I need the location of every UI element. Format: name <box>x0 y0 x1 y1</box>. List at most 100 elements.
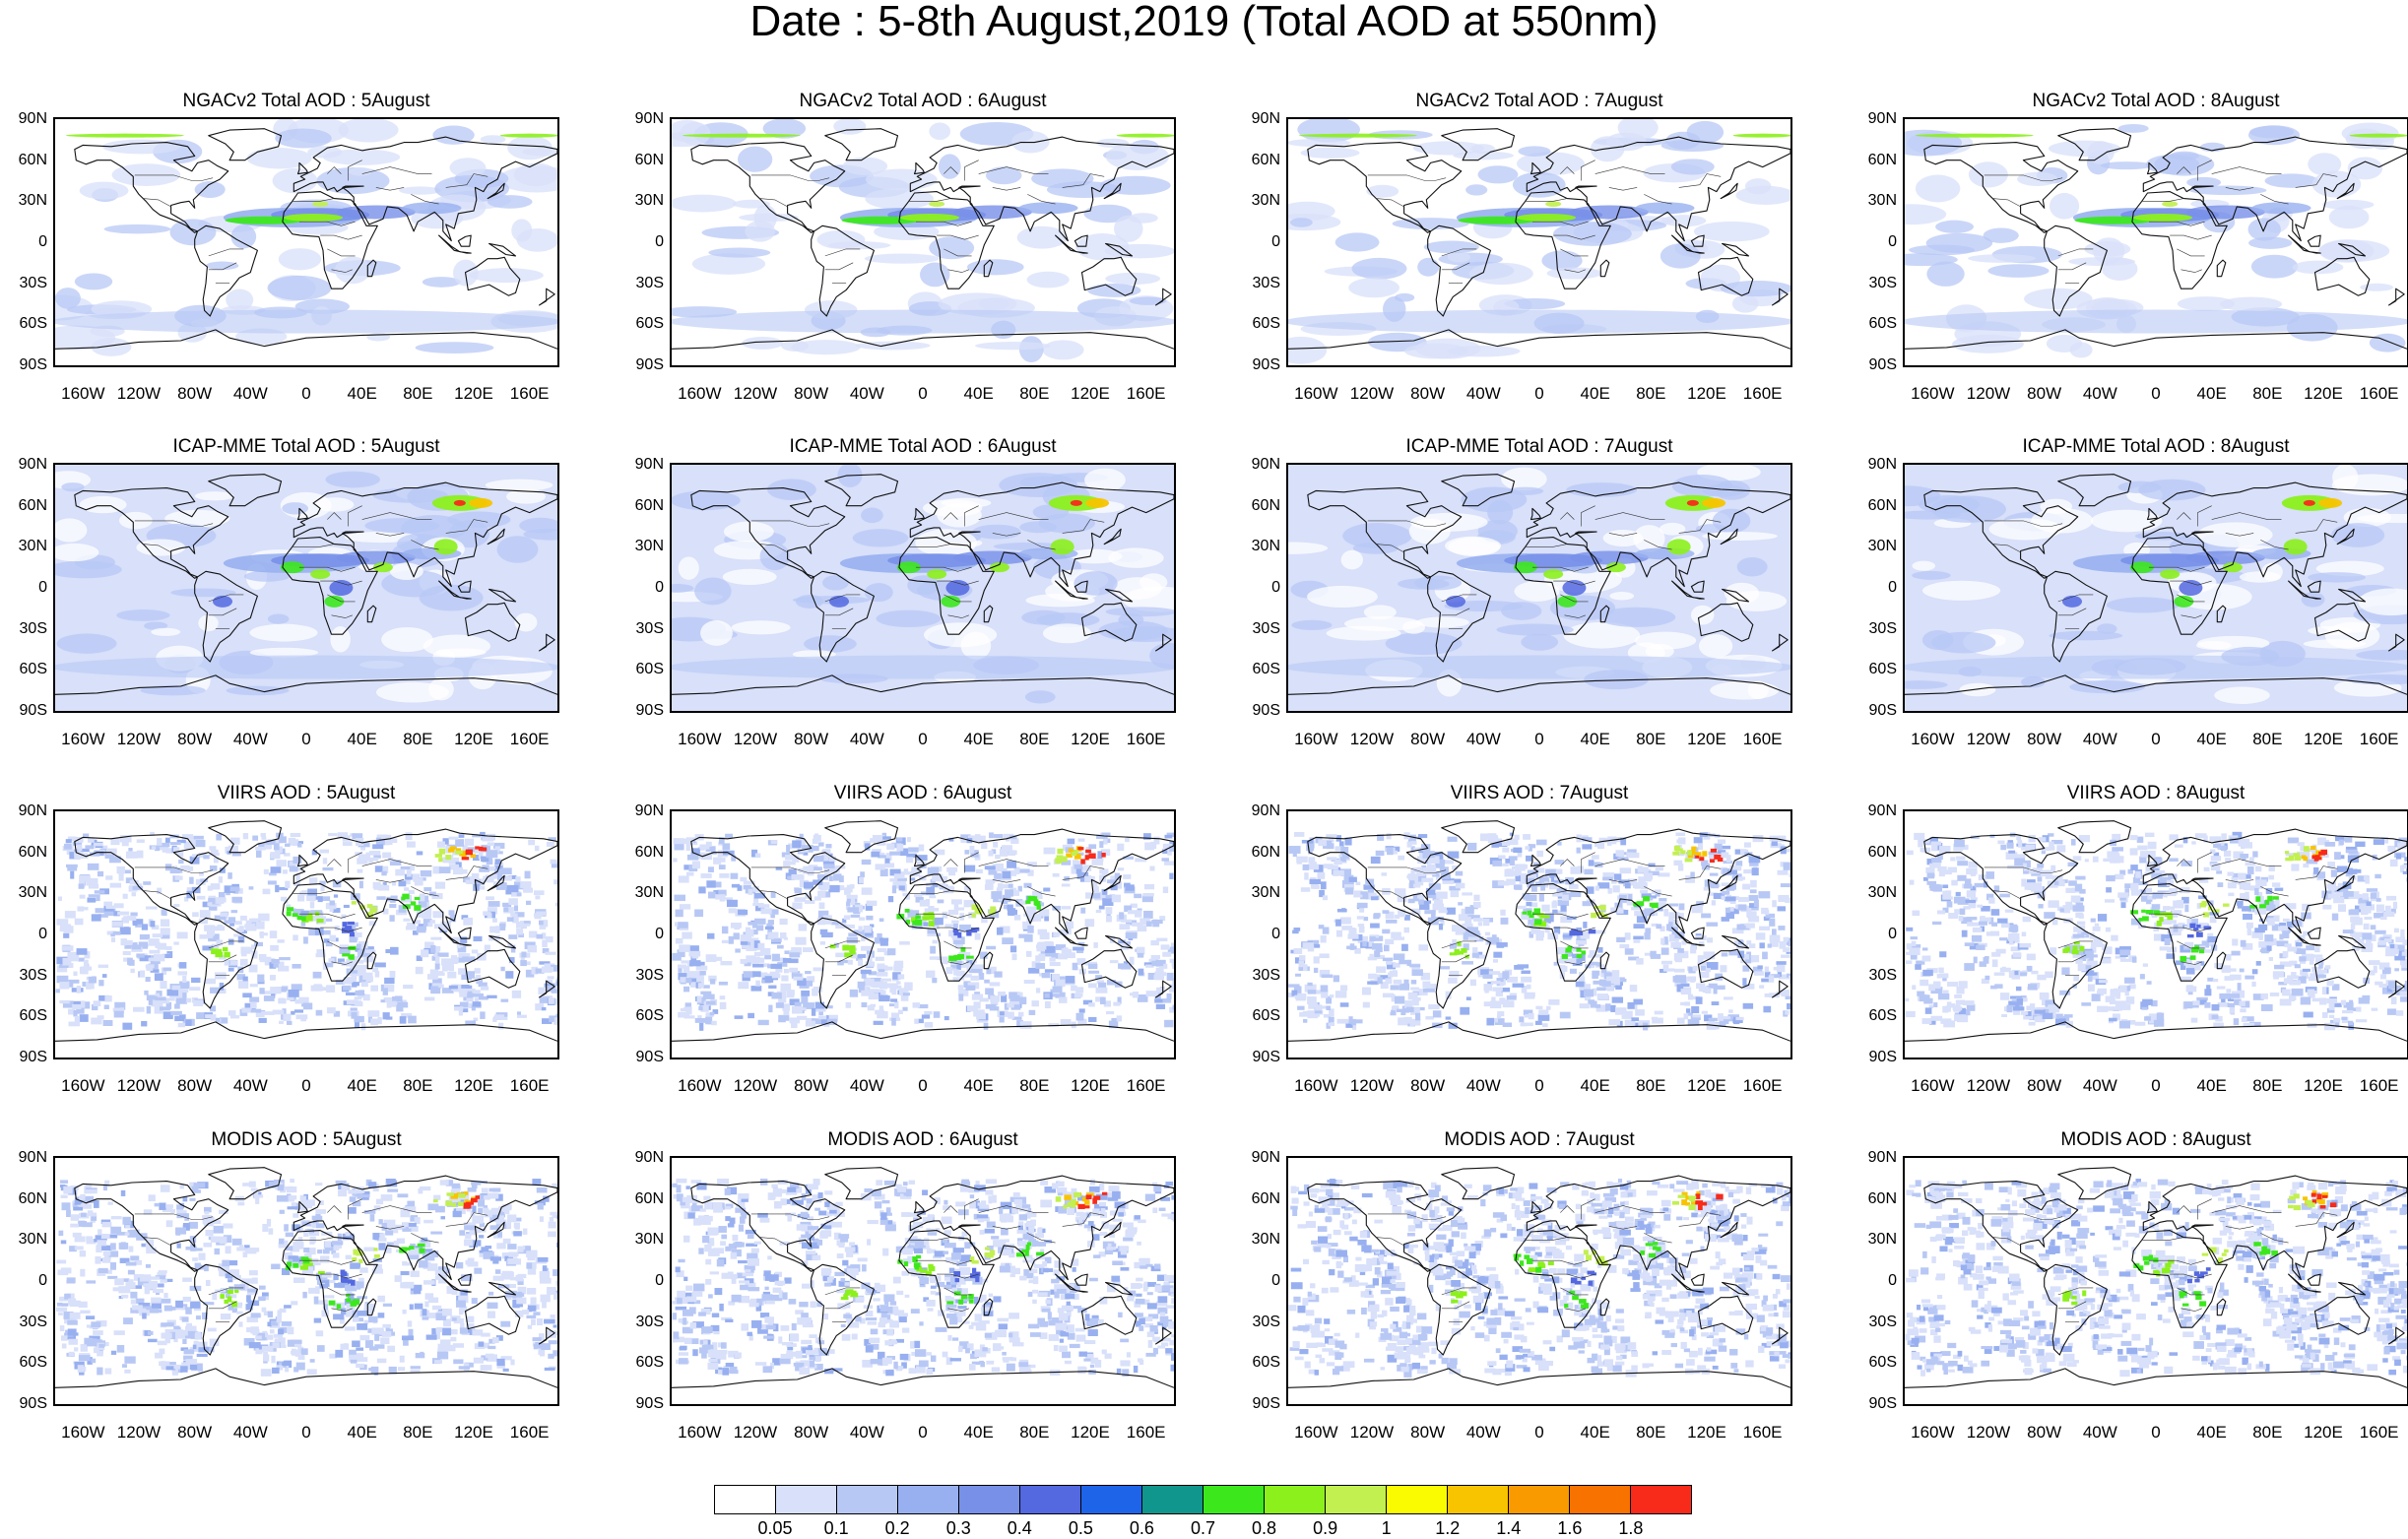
lat-tick-label: 90S <box>635 1395 664 1412</box>
coastline-samerica <box>194 224 258 317</box>
coastline-australia <box>1080 602 1138 642</box>
country-border <box>348 852 362 873</box>
coastlines <box>1288 474 1790 695</box>
country-border <box>143 890 171 900</box>
country-border <box>1441 594 1477 603</box>
lon-tick-label: 80W <box>1410 730 1446 748</box>
country-border <box>2295 173 2338 188</box>
coastline-eurasia <box>909 1175 1174 1281</box>
coastline-indonesia <box>1671 234 1705 254</box>
lon-tick-label: 80E <box>2252 1076 2283 1095</box>
lat-tick-label: 30N <box>634 538 664 555</box>
country-border <box>327 1205 342 1213</box>
country-border <box>1441 1301 1470 1310</box>
lon-tick-label: 40W <box>849 384 884 403</box>
coastline-uk <box>913 1200 925 1214</box>
map-canvas <box>672 465 1174 711</box>
lon-tick-label: 40E <box>1580 1076 1610 1095</box>
lon-tick-label: 80E <box>1636 384 1666 403</box>
coastlines <box>672 474 1174 695</box>
lat-tick-label: 30N <box>1251 884 1280 902</box>
country-border <box>947 269 969 273</box>
lon-tick-label: 40W <box>232 384 268 403</box>
lon-tick-label: 120W <box>1966 1423 2011 1442</box>
coastline-australia <box>2313 948 2371 989</box>
country-border <box>208 594 244 603</box>
aod-map <box>53 463 559 713</box>
country-border <box>2177 1287 2205 1296</box>
coastlines <box>1905 128 2407 350</box>
coastline-namerica <box>1307 1181 1463 1272</box>
lat-tick-label: 90N <box>18 802 47 819</box>
lon-tick-label: 80E <box>1019 384 1050 403</box>
colorbar-swatch <box>1081 1486 1142 1513</box>
aod-map <box>1286 463 1792 713</box>
country-border <box>1367 866 1447 873</box>
lon-tick-label: 40E <box>2196 730 2227 748</box>
coastline-newzealand <box>1772 1326 1789 1345</box>
coastline-samerica <box>194 570 258 663</box>
country-border <box>134 1213 214 1220</box>
coastline-namerica <box>1923 1181 2079 1272</box>
map-canvas <box>672 820 1174 1042</box>
country-border <box>2057 248 2094 257</box>
coastline-indonesia <box>1055 1273 1088 1293</box>
lon-tick-label: 120W <box>1349 730 1395 748</box>
country-border <box>1553 1273 1595 1279</box>
country-border <box>908 890 951 894</box>
country-border <box>2141 544 2184 547</box>
country-border <box>2211 166 2282 174</box>
coastline-japan <box>1103 528 1122 545</box>
country-border <box>944 248 972 257</box>
country-border <box>2295 519 2338 534</box>
lat-tick-label: 60S <box>1868 315 1897 333</box>
lon-tick-label: 0 <box>918 384 928 403</box>
lon-tick-label: 160W <box>678 1076 722 1095</box>
lon-tick-label: 160E <box>2359 730 2399 748</box>
coastlines <box>55 128 557 350</box>
lon-tick-label: 40W <box>2082 384 2117 403</box>
coastline-namerica <box>1307 487 1463 579</box>
coastline-eurasia <box>293 1175 557 1281</box>
lat-tick-label: 0 <box>1271 926 1280 942</box>
country-border <box>208 1287 244 1296</box>
lat-tick-label: 60N <box>634 1189 664 1207</box>
lat-tick-label: 60S <box>19 661 47 678</box>
coastline-japan <box>1720 528 1738 545</box>
coastline-newguinea <box>2338 1281 2367 1296</box>
map-panel: VIIRS AOD : 8August 90N 60N 30N 0 30S 60S 90S 16… <box>1855 783 2408 1118</box>
coastline-japan <box>2336 874 2355 892</box>
lon-tick-label: 0 <box>2151 384 2161 403</box>
coastline-greenland <box>824 820 899 854</box>
coastline-africa <box>898 1230 995 1328</box>
country-border <box>992 1226 1021 1230</box>
map-canvas <box>55 465 557 711</box>
colorbar-tick-label: 0.3 <box>945 1518 971 1538</box>
colorbar-swatch <box>776 1486 837 1513</box>
coastline-namerica <box>74 487 229 579</box>
panel-title: ICAP-MME Total AOD : 8August <box>2022 436 2290 457</box>
lon-tick-label: 0 <box>2151 730 2161 748</box>
country-border <box>750 866 830 873</box>
coastline-borneo <box>2307 580 2321 593</box>
country-border <box>937 234 979 240</box>
country-border <box>1560 248 1589 257</box>
country-border <box>1062 173 1105 188</box>
coastline-uk <box>2146 1200 2158 1214</box>
aod-map <box>53 117 559 367</box>
coastline-newzealand <box>1155 980 1172 998</box>
lon-tick-label: 40W <box>849 1076 884 1095</box>
lon-tick-label: 80E <box>1019 1076 1050 1095</box>
coastline-indonesia <box>2288 927 2321 946</box>
map-panel: ICAP-MME Total AOD : 7August 90N 60N 30N 0 30… <box>1239 436 1792 771</box>
lat-tick-label: 90N <box>18 1149 47 1166</box>
lon-tick-label: 160E <box>1126 384 1166 403</box>
coastline-japan <box>2336 182 2355 200</box>
coastlines <box>55 820 557 1042</box>
aod-map <box>1286 117 1792 367</box>
lon-tick-label: 40W <box>2082 1076 2117 1095</box>
colorbar-tick-label: 0.7 <box>1190 1518 1216 1538</box>
lat-tick-label: 90S <box>635 356 664 373</box>
coastline-australia <box>1080 1295 1138 1335</box>
lat-tick-label: 90N <box>634 1149 664 1166</box>
